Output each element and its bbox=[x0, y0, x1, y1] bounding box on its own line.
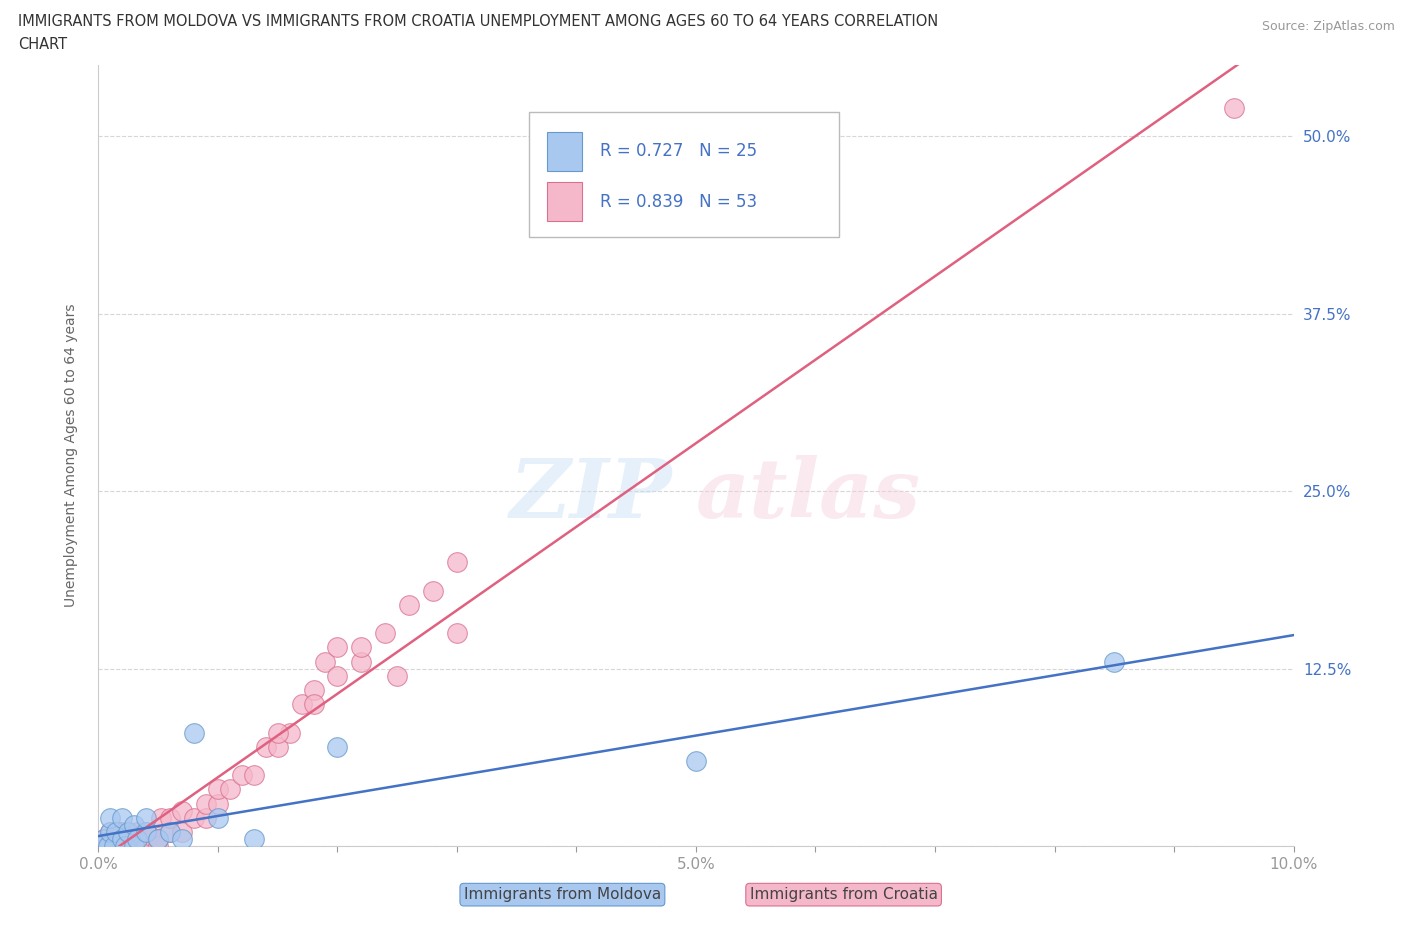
Point bbox=[195, 796, 218, 811]
Point bbox=[124, 839, 146, 854]
Point bbox=[278, 725, 301, 740]
Point bbox=[148, 831, 170, 846]
Point bbox=[91, 839, 114, 854]
Point bbox=[326, 739, 349, 754]
Point bbox=[98, 810, 122, 825]
Text: Immigrants from Croatia: Immigrants from Croatia bbox=[749, 887, 938, 902]
Point bbox=[125, 825, 148, 840]
Point bbox=[98, 825, 122, 840]
Point bbox=[93, 831, 115, 846]
Point bbox=[96, 839, 118, 854]
Point bbox=[159, 810, 181, 825]
Point bbox=[291, 697, 314, 711]
Point bbox=[195, 810, 218, 825]
Point bbox=[374, 626, 396, 641]
Point bbox=[254, 739, 277, 754]
Point bbox=[172, 831, 194, 846]
Point bbox=[111, 831, 134, 846]
Point bbox=[117, 839, 139, 854]
Point bbox=[98, 825, 122, 840]
Point bbox=[135, 825, 157, 840]
Point bbox=[135, 839, 157, 854]
Point bbox=[207, 782, 229, 797]
Point bbox=[159, 825, 181, 840]
Point bbox=[159, 825, 181, 840]
Point bbox=[398, 597, 420, 612]
Point bbox=[124, 828, 146, 843]
Point bbox=[685, 753, 707, 768]
Point bbox=[124, 839, 146, 854]
Point bbox=[105, 825, 128, 840]
Point bbox=[1104, 654, 1126, 669]
Point bbox=[105, 839, 128, 854]
Point bbox=[231, 768, 253, 783]
Point bbox=[446, 626, 468, 641]
Point bbox=[107, 825, 129, 840]
Point bbox=[315, 654, 337, 669]
Point bbox=[183, 725, 205, 740]
Point bbox=[326, 669, 349, 684]
Text: CHART: CHART bbox=[18, 37, 67, 52]
Point bbox=[97, 839, 120, 854]
Text: Immigrants from Moldova: Immigrants from Moldova bbox=[464, 887, 661, 902]
Text: R = 0.727   N = 25: R = 0.727 N = 25 bbox=[600, 142, 758, 160]
Point bbox=[350, 640, 373, 655]
Point bbox=[302, 697, 325, 711]
Point bbox=[125, 831, 148, 846]
Point bbox=[135, 825, 157, 840]
Point bbox=[422, 583, 444, 598]
Point bbox=[207, 796, 229, 811]
Point bbox=[101, 831, 124, 846]
Point bbox=[124, 817, 146, 832]
Point bbox=[148, 831, 170, 846]
Point bbox=[111, 839, 134, 854]
FancyBboxPatch shape bbox=[547, 131, 582, 170]
Point bbox=[243, 831, 266, 846]
Point bbox=[135, 810, 157, 825]
Text: R = 0.839   N = 53: R = 0.839 N = 53 bbox=[600, 193, 758, 211]
Point bbox=[446, 555, 468, 570]
Point bbox=[129, 831, 152, 846]
Point bbox=[172, 804, 194, 818]
FancyBboxPatch shape bbox=[547, 182, 582, 221]
FancyBboxPatch shape bbox=[529, 112, 839, 237]
Text: atlas: atlas bbox=[696, 455, 921, 535]
Y-axis label: Unemployment Among Ages 60 to 64 years: Unemployment Among Ages 60 to 64 years bbox=[63, 304, 77, 607]
Point bbox=[207, 810, 229, 825]
Point bbox=[267, 725, 290, 740]
Point bbox=[93, 831, 115, 846]
Point bbox=[91, 839, 114, 854]
Text: ZIP: ZIP bbox=[509, 455, 672, 535]
Point bbox=[1223, 100, 1246, 115]
Point bbox=[172, 825, 194, 840]
Point bbox=[326, 640, 349, 655]
Point bbox=[302, 683, 325, 698]
Point bbox=[148, 839, 170, 854]
Point bbox=[103, 839, 125, 854]
Point bbox=[98, 839, 122, 854]
Point bbox=[114, 839, 136, 854]
Point bbox=[117, 825, 139, 840]
Point bbox=[149, 810, 172, 825]
Point bbox=[219, 782, 242, 797]
Point bbox=[111, 825, 134, 840]
Point bbox=[267, 739, 290, 754]
Point bbox=[111, 810, 134, 825]
Point bbox=[114, 831, 136, 846]
Text: Source: ZipAtlas.com: Source: ZipAtlas.com bbox=[1261, 20, 1395, 33]
Point bbox=[138, 828, 160, 843]
Point bbox=[183, 810, 205, 825]
Point bbox=[385, 669, 409, 684]
Point bbox=[350, 654, 373, 669]
Text: IMMIGRANTS FROM MOLDOVA VS IMMIGRANTS FROM CROATIA UNEMPLOYMENT AMONG AGES 60 TO: IMMIGRANTS FROM MOLDOVA VS IMMIGRANTS FR… bbox=[18, 14, 939, 29]
Point bbox=[243, 768, 266, 783]
